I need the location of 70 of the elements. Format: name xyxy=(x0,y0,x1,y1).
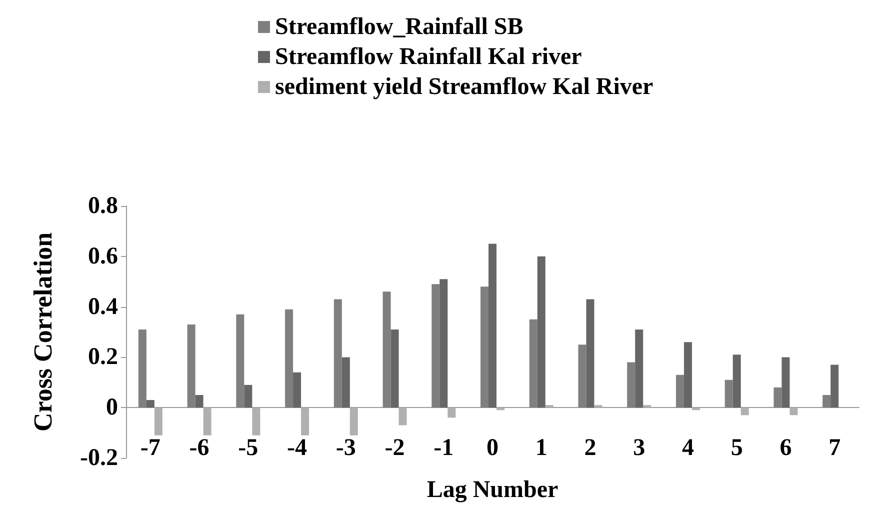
x-tick-label: -6 xyxy=(189,435,210,461)
y-tick-label: 0 xyxy=(106,394,118,421)
bar xyxy=(782,357,790,408)
bar xyxy=(440,279,448,408)
bar xyxy=(496,408,504,410)
x-tick-label: -7 xyxy=(140,435,160,461)
bar xyxy=(684,342,692,408)
bar xyxy=(822,395,831,408)
bar xyxy=(432,284,440,408)
y-tick-label: 0.4 xyxy=(88,294,118,320)
bar xyxy=(293,372,302,408)
bar xyxy=(154,408,162,436)
x-tick-label: -5 xyxy=(238,435,258,461)
x-tick-label: 6 xyxy=(780,435,792,461)
bar xyxy=(236,314,244,408)
bar xyxy=(203,408,212,436)
x-tick-label: 2 xyxy=(584,435,596,461)
bar xyxy=(635,329,644,408)
bar xyxy=(195,395,204,408)
bar xyxy=(138,329,146,408)
bar xyxy=(350,408,358,436)
y-axis-title: Cross Correlation xyxy=(28,232,58,432)
y-tick-label: 0.2 xyxy=(88,344,118,370)
x-tick-label: 0 xyxy=(486,435,498,461)
x-tick-label: -2 xyxy=(384,435,405,461)
bar xyxy=(627,362,636,408)
legend-label: Streamflow_Rainfall SB xyxy=(275,14,524,40)
y-tick-label: 0.6 xyxy=(88,243,118,270)
bar xyxy=(390,329,399,408)
bar xyxy=(382,292,391,408)
y-tick-label: -0.2 xyxy=(80,445,118,471)
bar xyxy=(252,408,260,436)
bar xyxy=(480,286,488,408)
bar xyxy=(244,384,252,408)
x-tick-label: 7 xyxy=(828,435,841,461)
x-tick-label: -4 xyxy=(287,435,308,461)
bar xyxy=(187,324,196,408)
bar xyxy=(724,380,733,408)
bar xyxy=(586,299,594,408)
legend-label: Streamflow Rainfall Kal river xyxy=(275,44,582,70)
x-tick-label: 1 xyxy=(535,435,548,461)
bar xyxy=(448,408,456,418)
x-tick-label: 3 xyxy=(633,435,646,461)
bar xyxy=(594,405,602,408)
bar xyxy=(301,408,310,436)
bar xyxy=(578,344,586,408)
legend-label: sediment yield Streamflow Kal River xyxy=(275,74,654,100)
bar xyxy=(334,299,342,408)
bar xyxy=(488,244,496,408)
bar xyxy=(529,319,538,408)
bar xyxy=(774,387,782,408)
bar xyxy=(830,364,839,408)
bar xyxy=(545,405,554,408)
bar xyxy=(285,309,294,408)
x-tick-label: -1 xyxy=(434,435,454,461)
bar xyxy=(676,374,684,408)
y-tick-label: 0.8 xyxy=(88,193,118,219)
bar xyxy=(146,400,154,408)
bar xyxy=(643,405,652,408)
bar xyxy=(342,357,350,408)
x-tick-label: 5 xyxy=(730,435,743,461)
bar xyxy=(692,408,700,410)
bar xyxy=(732,354,741,408)
bar xyxy=(790,408,798,416)
bar xyxy=(537,256,546,408)
bar xyxy=(398,408,407,426)
x-axis-title: Lag Number xyxy=(426,477,559,503)
bar xyxy=(740,408,749,416)
x-tick-label: -3 xyxy=(336,435,356,461)
x-tick-label: 4 xyxy=(682,435,694,461)
